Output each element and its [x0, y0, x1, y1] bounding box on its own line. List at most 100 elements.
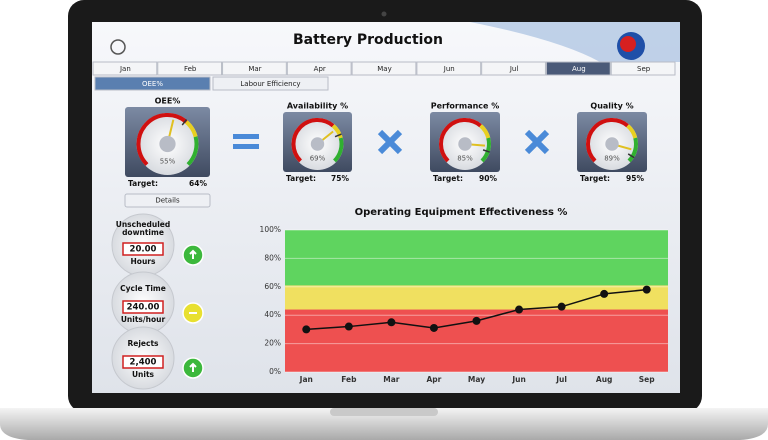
kpi-value-box: [122, 242, 164, 256]
gauge-arc-yellow: [479, 124, 491, 139]
month-tab-label: Jan: [119, 65, 131, 73]
kpi-value-box: [122, 300, 164, 314]
chart-title: Operating Equipment Effectiveness %: [355, 207, 568, 218]
target-caption: Target:: [433, 174, 463, 183]
x-tick-label: Jul: [555, 375, 567, 384]
kpi-unit: Hours: [131, 257, 156, 266]
series-point: [600, 289, 609, 298]
camera: [381, 11, 387, 17]
month-tab[interactable]: [157, 61, 223, 76]
status-arrow: [189, 249, 197, 259]
laptop-base: [0, 408, 768, 440]
header-title: Battery Production: [293, 32, 443, 48]
gauge-arc-green: [186, 136, 199, 166]
month-tab-label: Jun: [443, 65, 455, 73]
kpi-value-box: [122, 355, 164, 369]
gauge-hub: [310, 137, 325, 151]
month-tab[interactable]: [416, 61, 482, 76]
kpi-unit: Units/hour: [121, 315, 166, 324]
laptop-notch: [330, 408, 438, 416]
x-tick-label: Feb: [341, 375, 357, 384]
month-tab[interactable]: [610, 61, 676, 76]
series-point: [472, 316, 481, 325]
x-tick-label: Jan: [299, 375, 313, 384]
gauge-title: Quality %: [590, 102, 633, 111]
gauge-arc-yellow: [331, 124, 343, 139]
y-tick-label: 20%: [264, 339, 281, 348]
gauge-target-tick: [482, 149, 490, 153]
gauge-hub: [458, 137, 472, 151]
kpi-title: downtime: [122, 228, 164, 237]
month-tab-label: Aug: [572, 65, 586, 73]
status-glyph: [189, 249, 197, 259]
status-glyph: [189, 362, 197, 372]
details-button[interactable]: [124, 193, 211, 208]
gauge-value: 85%: [457, 154, 473, 162]
y-tick-label: 40%: [264, 310, 281, 319]
gauge-title: Availability %: [287, 102, 348, 111]
gauge-arc-green: [627, 137, 638, 163]
x-tick-label: Jun: [511, 375, 525, 384]
target-value: 95%: [626, 174, 644, 183]
month-tab[interactable]: [92, 61, 158, 76]
series-point: [302, 325, 311, 334]
kpi-title: Unscheduled: [116, 220, 171, 229]
month-tab[interactable]: [222, 61, 287, 76]
details-button-label: Details: [155, 197, 180, 205]
chart-band: [285, 230, 668, 286]
x-tick-label: Mar: [383, 375, 400, 384]
month-tab-label: Sep: [637, 65, 651, 73]
gauge-title: Performance %: [431, 102, 500, 111]
target-caption: Target:: [580, 174, 610, 183]
status-arrow: [189, 362, 197, 372]
month-tab-label: Jul: [509, 65, 519, 73]
equals-sign: [233, 134, 259, 139]
view-tab-label: Labour Efficiency: [240, 80, 300, 88]
series-point: [557, 302, 566, 311]
gauge-arc-yellow: [626, 124, 638, 139]
series-point: [515, 305, 524, 314]
month-tab-label: May: [377, 65, 391, 73]
x-tick-label: Sep: [639, 375, 655, 384]
month-tab[interactable]: [545, 61, 611, 76]
target-caption: Target:: [128, 179, 158, 188]
month-tab[interactable]: [481, 61, 546, 76]
target-value: 64%: [189, 179, 207, 188]
gauge-value: 55%: [160, 157, 176, 165]
gauge-value: 69%: [310, 154, 326, 162]
chart-band: [285, 285, 668, 310]
kpi-unit: Units: [132, 370, 155, 379]
gauge-target-tick: [181, 119, 188, 126]
gauge-value: 89%: [604, 154, 620, 162]
month-tab[interactable]: [286, 61, 352, 76]
clock-icon: [110, 39, 126, 55]
month-tab[interactable]: [351, 61, 417, 76]
kpi-title: Cycle Time: [120, 284, 166, 293]
gauge-hub: [159, 135, 176, 153]
gauge-target-tick: [334, 133, 342, 138]
gauge-arc-red: [438, 118, 482, 163]
gauge-hub: [605, 137, 619, 151]
target-value: 90%: [479, 174, 497, 183]
view-tab[interactable]: [94, 76, 211, 91]
logo-mark: [620, 36, 636, 52]
month-tab-label: Apr: [314, 65, 326, 73]
target-caption: Target:: [286, 174, 316, 183]
gauge-arc-red: [291, 118, 335, 163]
y-tick-label: 60%: [264, 282, 281, 291]
series-point: [344, 322, 353, 331]
kpi-title: Rejects: [127, 339, 159, 348]
view-tab[interactable]: [212, 76, 329, 91]
gauge-arc-red: [136, 113, 188, 166]
kpi-value: 240.00: [127, 303, 160, 313]
x-tick-label: Apr: [427, 375, 442, 384]
kpi-value: 2,400: [130, 358, 157, 368]
dashboard: Jan Feb Mar Apr May Jun Jul Aug Sep OEE% Labour Ef…: [92, 61, 676, 390]
kpi-value: 20.00: [130, 245, 157, 255]
gauge-title: OEE%: [155, 97, 181, 106]
view-tab-label: OEE%: [142, 80, 163, 88]
gauge-arc-yellow: [184, 120, 198, 138]
x-tick-label: May: [468, 375, 485, 384]
